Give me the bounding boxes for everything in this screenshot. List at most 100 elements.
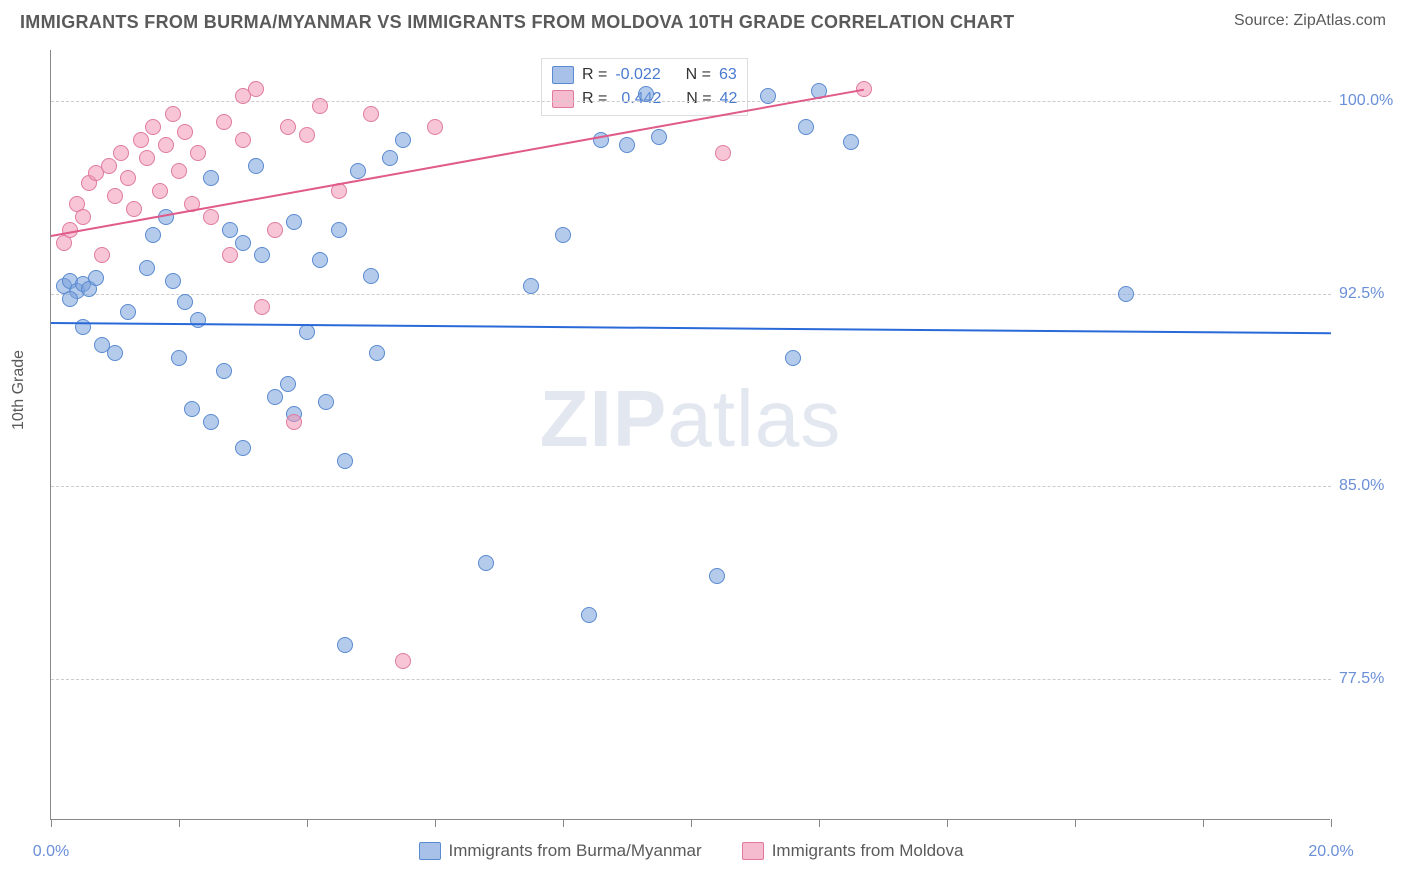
ytick-label: 85.0% xyxy=(1339,477,1384,495)
data-point xyxy=(75,209,91,225)
data-point xyxy=(101,158,117,174)
data-point xyxy=(145,227,161,243)
source-label: Source: xyxy=(1234,12,1294,29)
data-point xyxy=(856,81,872,97)
data-point xyxy=(267,222,283,238)
data-point xyxy=(133,132,149,148)
data-point xyxy=(267,389,283,405)
data-point xyxy=(709,568,725,584)
data-point xyxy=(312,252,328,268)
data-point xyxy=(107,188,123,204)
data-point xyxy=(120,170,136,186)
data-point xyxy=(171,350,187,366)
ytick-label: 92.5% xyxy=(1339,285,1384,303)
data-point xyxy=(286,414,302,430)
data-point xyxy=(395,653,411,669)
data-point xyxy=(152,183,168,199)
data-point xyxy=(331,222,347,238)
data-point xyxy=(216,363,232,379)
data-point xyxy=(286,214,302,230)
n-value-pink: 42 xyxy=(720,90,738,108)
data-point xyxy=(120,304,136,320)
xtick xyxy=(307,819,308,827)
data-point xyxy=(190,145,206,161)
data-point xyxy=(337,453,353,469)
data-point xyxy=(843,134,859,150)
data-point xyxy=(318,394,334,410)
data-point xyxy=(235,132,251,148)
data-point xyxy=(113,145,129,161)
series-legend: Immigrants from Burma/Myanmar Immigrants… xyxy=(51,841,1331,861)
legend-swatch-pink-icon xyxy=(742,842,764,860)
data-point xyxy=(203,209,219,225)
data-point xyxy=(619,137,635,153)
data-point xyxy=(177,294,193,310)
xtick xyxy=(1075,819,1076,827)
xtick xyxy=(1203,819,1204,827)
legend-item-blue: Immigrants from Burma/Myanmar xyxy=(419,841,702,861)
xtick xyxy=(1331,819,1332,827)
gridline xyxy=(51,486,1331,487)
data-point xyxy=(254,247,270,263)
xtick xyxy=(819,819,820,827)
xtick xyxy=(51,819,52,827)
watermark-bold: ZIP xyxy=(540,374,667,463)
source-name: ZipAtlas.com xyxy=(1294,12,1386,29)
plot-area: ZIPatlas R = -0.022 N = 63 R = 0.442 N =… xyxy=(50,50,1330,820)
n-label-2: N = xyxy=(686,90,711,108)
data-point xyxy=(165,106,181,122)
swatch-pink-icon xyxy=(552,90,574,108)
data-point xyxy=(88,270,104,286)
n-value-blue: 63 xyxy=(719,66,737,84)
data-point xyxy=(555,227,571,243)
r-label-2: R = xyxy=(582,90,607,108)
data-point xyxy=(177,124,193,140)
data-point xyxy=(203,170,219,186)
data-point xyxy=(145,119,161,135)
r-value-blue: -0.022 xyxy=(615,66,660,84)
data-point xyxy=(248,158,264,174)
data-point xyxy=(798,119,814,135)
xtick-label: 0.0% xyxy=(33,843,69,861)
data-point xyxy=(395,132,411,148)
data-point xyxy=(785,350,801,366)
data-point xyxy=(139,150,155,166)
gridline xyxy=(51,679,1331,680)
data-point xyxy=(382,150,398,166)
data-point xyxy=(1118,286,1134,302)
data-point xyxy=(126,201,142,217)
data-point xyxy=(248,81,264,97)
xtick xyxy=(691,819,692,827)
swatch-blue-icon xyxy=(552,66,574,84)
xtick xyxy=(563,819,564,827)
y-axis-label: 10th Grade xyxy=(10,350,28,430)
legend-item-pink: Immigrants from Moldova xyxy=(742,841,964,861)
data-point xyxy=(254,299,270,315)
source-credit: Source: ZipAtlas.com xyxy=(1234,12,1386,30)
data-point xyxy=(235,235,251,251)
data-point xyxy=(427,119,443,135)
data-point xyxy=(222,247,238,263)
data-point xyxy=(715,145,731,161)
data-point xyxy=(523,278,539,294)
trend-line xyxy=(51,322,1331,334)
ytick-label: 77.5% xyxy=(1339,670,1384,688)
legend-swatch-blue-icon xyxy=(419,842,441,860)
data-point xyxy=(94,247,110,263)
legend-label-pink: Immigrants from Moldova xyxy=(772,841,964,861)
data-point xyxy=(62,291,78,307)
watermark: ZIPatlas xyxy=(540,373,841,465)
xtick-label: 20.0% xyxy=(1308,843,1353,861)
data-point xyxy=(280,119,296,135)
data-point xyxy=(139,260,155,276)
ytick-label: 100.0% xyxy=(1339,92,1393,110)
watermark-rest: atlas xyxy=(667,374,841,463)
data-point xyxy=(235,440,251,456)
data-point xyxy=(222,222,238,238)
data-point xyxy=(363,268,379,284)
data-point xyxy=(478,555,494,571)
data-point xyxy=(760,88,776,104)
data-point xyxy=(350,163,366,179)
data-point xyxy=(651,129,667,145)
legend-row-blue: R = -0.022 N = 63 xyxy=(552,63,737,87)
